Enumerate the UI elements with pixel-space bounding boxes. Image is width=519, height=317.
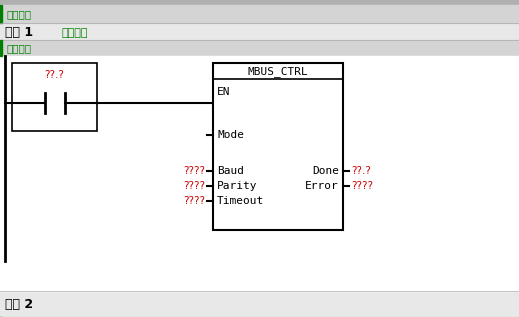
Text: ????: ???? (183, 166, 205, 176)
Text: MBUS_CTRL: MBUS_CTRL (248, 67, 308, 77)
Text: 程序注释: 程序注释 (6, 9, 31, 19)
Text: 网络标题: 网络标题 (62, 28, 89, 38)
Bar (12, 63, 97, 131)
Bar (0, 40, 519, 56)
Text: EN: EN (217, 87, 230, 97)
Text: Mode: Mode (217, 130, 244, 140)
Bar (0, 5, 2, 23)
Text: 网络注释: 网络注释 (6, 43, 31, 53)
Bar (213, 63, 343, 230)
Bar (0, 56, 519, 261)
Bar (0, 261, 519, 291)
Text: ??.?: ??.? (45, 70, 64, 80)
Text: Timeout: Timeout (217, 196, 264, 206)
Text: Parity: Parity (217, 181, 257, 191)
Text: 网络 2: 网络 2 (5, 299, 33, 312)
Bar (0, 5, 519, 23)
Bar (0, 0, 519, 5)
Text: Error: Error (305, 181, 339, 191)
Text: ????: ???? (183, 196, 205, 206)
Text: 网络 1: 网络 1 (5, 27, 33, 40)
Bar (0, 40, 2, 56)
Text: Baud: Baud (217, 166, 244, 176)
Text: Done: Done (312, 166, 339, 176)
Text: ??.?: ??.? (351, 166, 371, 176)
Text: ????: ???? (351, 181, 373, 191)
Text: ????: ???? (183, 181, 205, 191)
